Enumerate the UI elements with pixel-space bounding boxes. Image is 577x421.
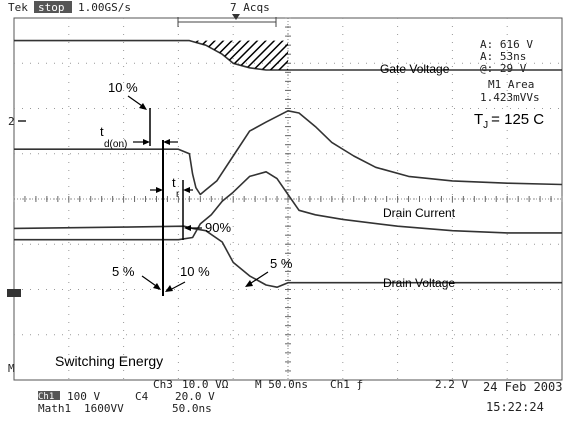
- ch2-marker: 2: [8, 115, 15, 128]
- temperature-label: TJ = 125 C: [474, 111, 544, 131]
- drain-current-10pct-arrow-head: [165, 285, 173, 292]
- tr-label: t: [172, 175, 176, 190]
- gate-10pct-label: 10 %: [108, 80, 138, 95]
- time-readout: 15:22:24: [486, 400, 544, 414]
- trigger-marker-icon: [232, 14, 240, 20]
- drain-voltage-5pct-right-arrow-head: [245, 280, 253, 287]
- trace-layer: [13, 39, 563, 288]
- ch3-scale: 10.0 VΩ: [182, 378, 229, 391]
- status-badge: [34, 1, 72, 13]
- ch3-setting: Ch3: [153, 378, 173, 391]
- tr-subscript: r: [176, 189, 180, 200]
- drain-voltage-5pct-right-label: 5 %: [270, 256, 293, 271]
- drain-voltage-5pct-left-arrow-head: [153, 283, 161, 290]
- gate-voltage-trace: [14, 110, 563, 196]
- math-scale: 1600VV: [84, 402, 124, 415]
- math-timebase: 50.0ns: [172, 402, 212, 415]
- tr-arrow-right-head: [183, 187, 190, 193]
- readout-line-2: A: 53ns: [480, 50, 526, 63]
- td-on-arrow-right-head: [163, 139, 170, 145]
- drain-current-label: Drain Current: [383, 206, 456, 220]
- readout-line-3: @: 29 V: [480, 62, 527, 75]
- readout-line-4: M1 Area: [488, 78, 534, 91]
- ch1-scale: 100 V: [67, 390, 100, 403]
- math-marker: M: [8, 362, 15, 375]
- drain-current-90pct-arrow-head: [184, 225, 191, 231]
- date-readout: 24 Feb 2003: [483, 380, 562, 394]
- acquisition-count: 7 Acqs: [230, 1, 270, 14]
- ch1-setting-label: Ch1: [38, 392, 54, 402]
- sample-rate: 1.00GS/s: [78, 1, 131, 14]
- brand-label: Tek: [8, 1, 28, 14]
- status-text: stop: [38, 1, 65, 14]
- trigger-level: 2.2 V: [435, 378, 468, 391]
- drain-voltage-label: Drain Voltage: [383, 276, 455, 290]
- switching-energy-label: Switching Energy: [55, 353, 163, 369]
- switching-energy-area: [189, 40, 288, 70]
- readout-line-1: A: 616 V: [480, 38, 533, 51]
- drain-current-10pct-label: 10 %: [180, 264, 210, 279]
- ch2-setting: C4: [135, 390, 149, 403]
- td-on-arrow-left-head: [143, 139, 150, 145]
- drain-current-trace: [14, 171, 562, 241]
- drain-voltage-trace: [13, 225, 562, 288]
- ch1-setting-badge: [38, 391, 60, 400]
- readout-line-5: 1.423mVVs: [480, 91, 540, 104]
- gate-10pct-arrow-head: [139, 103, 147, 110]
- ch2-scale: 20.0 V: [175, 390, 215, 403]
- drain-voltage-5pct-left-label: 5 %: [112, 264, 135, 279]
- td-on-subscript: d(on): [104, 139, 127, 150]
- td-on-label: t: [100, 124, 104, 139]
- math-label: Math1: [38, 402, 71, 415]
- graticule: [13, 17, 563, 381]
- timebase: M 50.0ns: [255, 378, 308, 391]
- ch1-marker: [7, 289, 21, 297]
- gate-voltage-label: Gate Voltage: [380, 62, 450, 76]
- tr-arrow-left-head: [156, 187, 163, 193]
- drain-current-90pct-label: 90%: [205, 220, 231, 235]
- trigger-source: Ch1 ƒ: [330, 378, 363, 391]
